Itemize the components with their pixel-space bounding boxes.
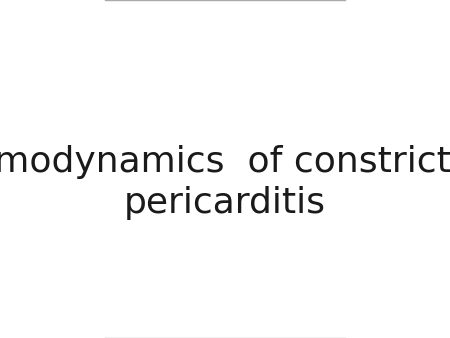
Text: Hemodynamics  of constrictive: Hemodynamics of constrictive <box>0 145 450 179</box>
Text: pericarditis: pericarditis <box>124 186 326 220</box>
